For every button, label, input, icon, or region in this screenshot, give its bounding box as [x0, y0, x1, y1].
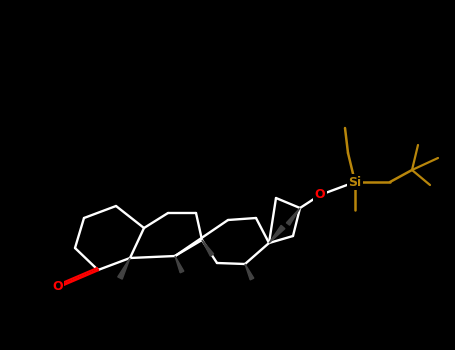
Text: Si: Si	[349, 175, 362, 189]
Polygon shape	[245, 264, 254, 280]
Polygon shape	[286, 208, 300, 225]
Text: O: O	[53, 280, 63, 293]
Polygon shape	[202, 240, 214, 256]
Polygon shape	[175, 256, 184, 273]
Text: O: O	[315, 189, 325, 202]
Polygon shape	[118, 258, 130, 279]
Polygon shape	[269, 225, 285, 243]
